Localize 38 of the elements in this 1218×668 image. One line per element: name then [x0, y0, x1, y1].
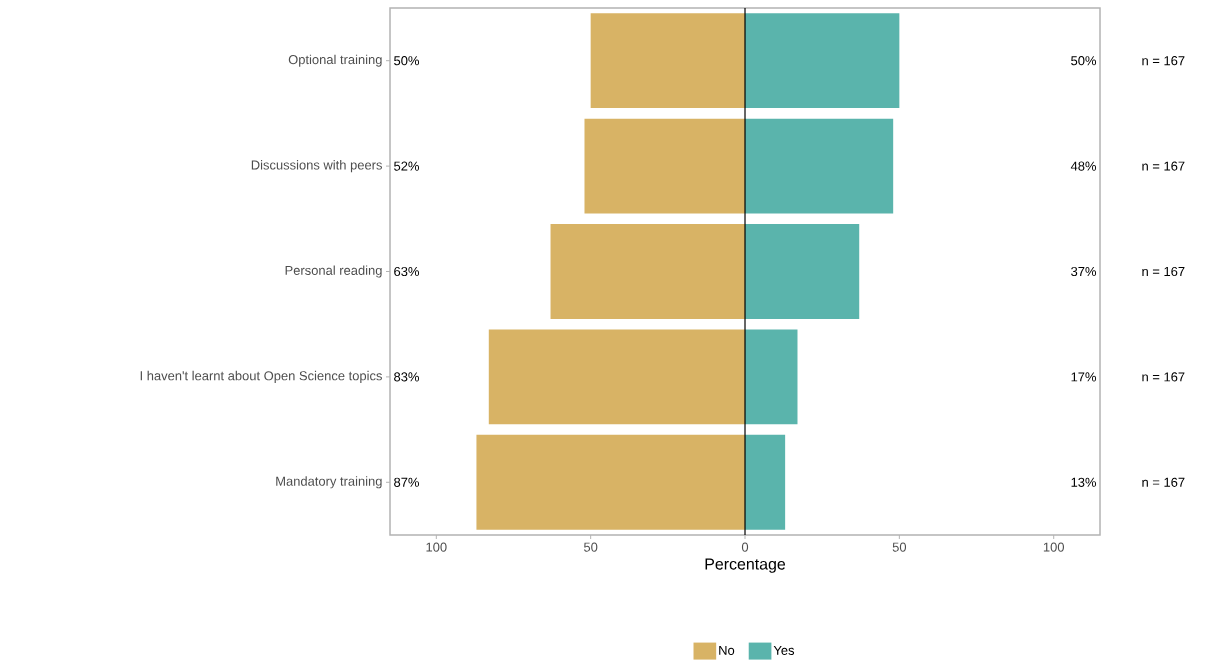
- bar: [745, 118, 894, 214]
- bar: [745, 13, 900, 109]
- bar: [745, 434, 786, 530]
- bar: [488, 329, 746, 425]
- bar: [476, 434, 746, 530]
- data-label: 17%: [1071, 372, 1097, 382]
- data-label: 63%: [394, 266, 419, 277]
- data-label: 52%: [394, 161, 419, 171]
- bar: [584, 118, 746, 214]
- y-tick-label: Optional training: [288, 54, 382, 67]
- text: n = 167: [1142, 161, 1185, 171]
- bar: [745, 329, 798, 425]
- data-label: 37%: [1071, 266, 1097, 277]
- text: n = 167: [1142, 56, 1185, 66]
- text: n = 167: [1142, 372, 1185, 382]
- y-tick-label: Mandatory training: [276, 476, 382, 489]
- x-tick-label: 50: [892, 542, 907, 552]
- x-tick-label: 100: [1043, 542, 1065, 552]
- x-axis-title: Percentage: [705, 558, 786, 573]
- data-label: 50%: [394, 56, 419, 66]
- y-tick-label: Discussions with peers: [251, 160, 382, 173]
- text: n = 167: [1142, 266, 1185, 277]
- bar: [590, 13, 746, 109]
- y-tick-label: I haven't learnt about Open Science topics: [140, 370, 382, 383]
- data-label: 48%: [1070, 161, 1097, 171]
- data-label: 87%: [394, 477, 419, 487]
- legend-label: Yes: [773, 645, 795, 655]
- bar: [745, 224, 860, 319]
- x-tick-label: 50: [583, 542, 598, 552]
- x-tick-label: 100: [426, 542, 447, 552]
- y-tick-label: Personal reading: [285, 265, 382, 278]
- data-label: 13%: [1071, 477, 1097, 487]
- text: n = 167: [1142, 477, 1185, 487]
- data-label: 83%: [394, 372, 419, 382]
- x-tick-label: 0: [741, 542, 749, 552]
- legend-label: No: [719, 645, 735, 655]
- data-label: 50%: [1071, 56, 1097, 66]
- bar: [550, 224, 746, 319]
